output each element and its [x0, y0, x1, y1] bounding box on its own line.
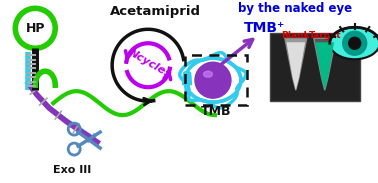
Polygon shape — [315, 42, 334, 90]
Text: TMB⁺: TMB⁺ — [244, 21, 285, 35]
Ellipse shape — [203, 71, 212, 77]
Text: Target: Target — [308, 31, 341, 40]
Text: by the naked eye: by the naked eye — [238, 2, 352, 15]
Text: Blank: Blank — [282, 31, 310, 40]
Text: Acetamiprid: Acetamiprid — [110, 5, 201, 18]
Circle shape — [349, 37, 361, 49]
Text: HP: HP — [26, 22, 45, 35]
Circle shape — [195, 62, 231, 98]
Ellipse shape — [330, 27, 378, 59]
Text: Exo III: Exo III — [53, 165, 91, 175]
Text: Ncycles: Ncycles — [127, 47, 173, 79]
FancyBboxPatch shape — [270, 33, 360, 101]
Circle shape — [343, 31, 367, 55]
Polygon shape — [285, 38, 307, 90]
Text: TMB: TMB — [201, 105, 231, 118]
Polygon shape — [287, 42, 305, 90]
Polygon shape — [314, 38, 336, 90]
